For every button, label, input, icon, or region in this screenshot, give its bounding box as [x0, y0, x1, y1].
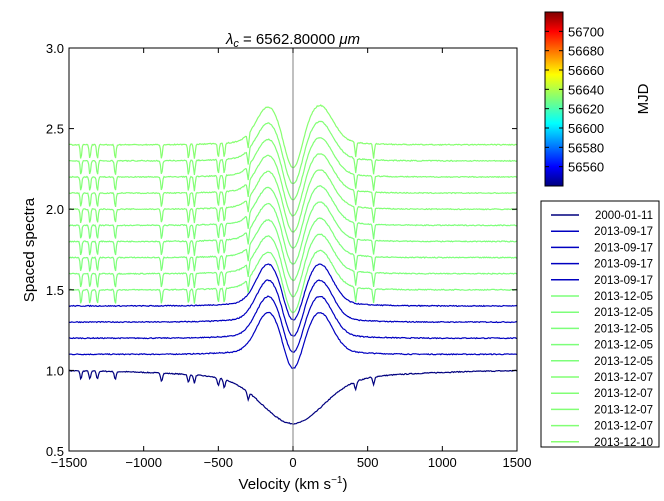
y-tick-label: 2.5 [46, 122, 64, 137]
colorbar-tick-label: 56640 [568, 82, 604, 97]
legend-box [540, 200, 660, 448]
y-tick-label: 1.5 [46, 283, 64, 298]
x-axis-label: Velocity (km s−1) [239, 475, 348, 493]
colorbar-label: MJD [635, 83, 652, 114]
plot-area: −1500 −1000 −500 0 500 1000 1500 0.5 1.0 1.5 2.0 2… [46, 41, 532, 470]
legend-label: 2013-12-05 [594, 291, 653, 303]
colorbar-ticks: 56560 56580 56600 56620 56640 56660 56680 56700 [545, 24, 604, 175]
y-tick-label: 1.0 [46, 363, 64, 378]
y-tick-label: 0.5 [46, 444, 64, 459]
legend-label: 2013-12-07 [594, 421, 653, 433]
chart-title: λc = 6562.80000 μm [225, 31, 360, 50]
legend-label: 2013-12-07 [594, 404, 653, 416]
legend-label: 2013-12-07 [594, 388, 653, 400]
legend-label: 2013-09-17 [594, 275, 653, 287]
legend: 2000-01-11 2013-09-17 2013-09-17 2013-09-17… [540, 200, 660, 449]
legend-label: 2013-12-05 [594, 340, 653, 352]
legend-label: 2013-12-05 [594, 356, 653, 368]
x-tick-label: 500 [357, 455, 379, 470]
y-tick-label: 3.0 [46, 41, 64, 56]
y-tick-label: 2.0 [46, 202, 64, 217]
x-tick-label: 0 [289, 455, 296, 470]
colorbar-tick-label: 56680 [568, 44, 604, 59]
y-axis-ticks: 0.5 1.0 1.5 2.0 2.5 3.0 [46, 41, 517, 459]
legend-label: 2013-09-17 [594, 226, 653, 238]
x-tick-label: −1000 [125, 455, 162, 470]
colorbar-tick-label: 56620 [568, 102, 604, 117]
x-tick-label: −500 [204, 455, 233, 470]
legend-label: 2013-09-17 [594, 259, 653, 271]
legend-label: 2013-12-05 [594, 323, 653, 335]
colorbar-tick-label: 56560 [568, 160, 604, 175]
colorbar-tick-label: 56660 [568, 63, 604, 78]
y-axis-label: Spaced spectra [21, 197, 38, 302]
legend-label: 2013-09-17 [594, 242, 653, 254]
colorbar-tick-label: 56580 [568, 140, 604, 155]
colorbar: 56560 56580 56600 56620 56640 56660 56680 56700… [544, 11, 652, 187]
legend-label: 2000-01-11 [595, 210, 653, 222]
colorbar-tick-label: 56600 [568, 121, 604, 136]
legend-label: 2013-12-10 [594, 437, 653, 449]
x-tick-label: 1500 [503, 455, 532, 470]
legend-label: 2013-12-07 [594, 372, 653, 384]
x-tick-label: −1500 [51, 455, 88, 470]
x-tick-label: 1000 [428, 455, 457, 470]
x-axis-ticks: −1500 −1000 −500 0 500 1000 1500 [51, 48, 532, 470]
legend-items: 2000-01-11 2013-09-17 2013-09-17 2013-09-17… [551, 210, 653, 449]
colorbar-tick-label: 56700 [568, 24, 604, 39]
colorbar-gradient [544, 11, 564, 187]
legend-label: 2013-12-05 [594, 307, 653, 319]
